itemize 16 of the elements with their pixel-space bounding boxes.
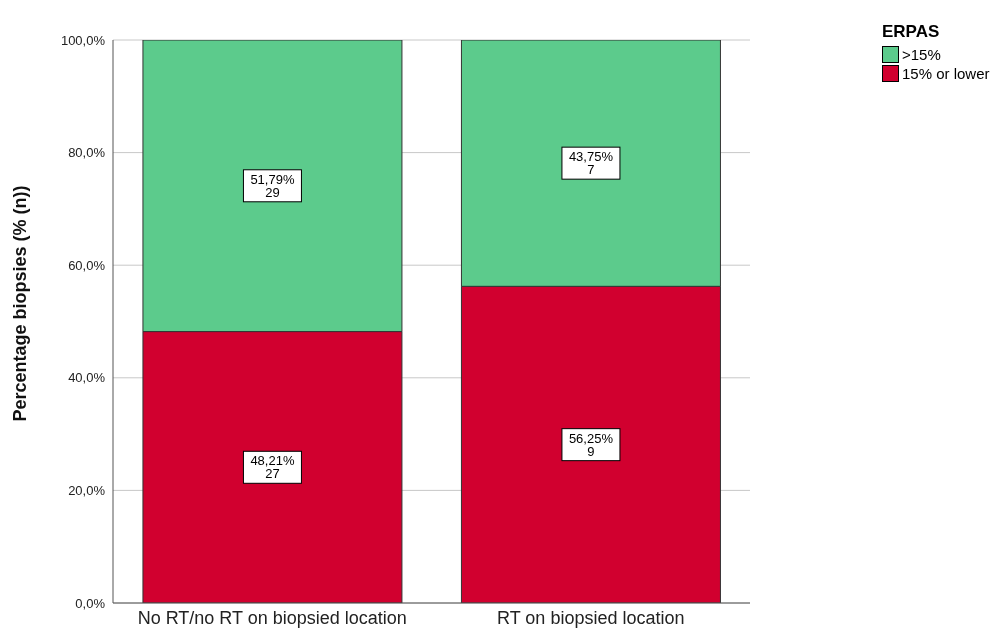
text: 15% or lower (902, 65, 990, 82)
y-tick-label: 60,0% (68, 257, 106, 273)
y-tick-label: 20,0% (68, 483, 106, 499)
data-label: 51,79% 29 (250, 171, 295, 200)
y-tick-label: 100,0% (60, 32, 106, 48)
y-tick-label: 40,0% (68, 370, 106, 386)
x-tick-label: No RT/no RT on biopsied location (137, 607, 407, 628)
y-axis-title: Percentage biopsies (% (n)) (10, 185, 31, 422)
x-tick-label: RT on biopsied location (497, 607, 685, 628)
legend-label: >15% (902, 46, 941, 63)
legend-title: ERPAS (882, 22, 941, 42)
y-tick-label: 0,0% (75, 595, 106, 611)
data-label: 56,25% 9 (568, 430, 614, 459)
data-label: 48,21% 27 (250, 453, 295, 482)
y-tick-label: 80,0% (68, 145, 106, 161)
data-label: 43,75% 7 (568, 149, 614, 178)
